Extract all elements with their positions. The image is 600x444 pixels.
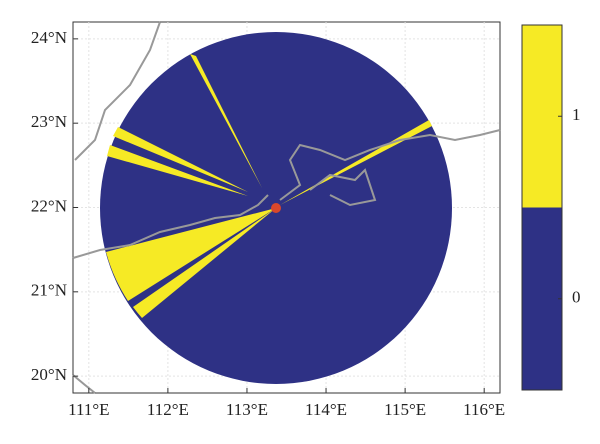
sector	[190, 54, 262, 188]
coast	[279, 129, 501, 201]
border	[74, 21, 161, 161]
colorbar-segment	[522, 207, 562, 390]
sector	[106, 208, 276, 301]
colorbar-segment	[522, 25, 562, 208]
coast	[72, 194, 269, 259]
sector	[107, 145, 248, 196]
colorbar-tick-label: 0	[572, 288, 581, 307]
x-tick-label: 112°E	[147, 400, 189, 419]
y-tick-label: 20°N	[31, 365, 67, 384]
colorbar-frame	[521, 24, 563, 391]
y-tick-label: 22°N	[31, 196, 67, 215]
x-tick-label: 116°E	[463, 400, 505, 419]
y-tick-label: 23°N	[31, 112, 67, 131]
x-tick-label: 114°E	[305, 400, 347, 419]
x-tick-label: 115°E	[384, 400, 426, 419]
x-tick-label: 113°E	[226, 400, 268, 419]
y-tick-label: 21°N	[31, 281, 67, 300]
coast	[72, 374, 96, 394]
sector	[133, 208, 276, 318]
sector	[113, 127, 248, 192]
coastline	[72, 21, 501, 394]
colorbar-tick-label: 1	[572, 105, 581, 124]
x-tick-label: 111°E	[68, 400, 109, 419]
blocked-sectors	[106, 54, 432, 318]
radar-site	[271, 203, 281, 213]
coast	[309, 168, 377, 207]
y-tick-label: 24°N	[31, 28, 67, 47]
